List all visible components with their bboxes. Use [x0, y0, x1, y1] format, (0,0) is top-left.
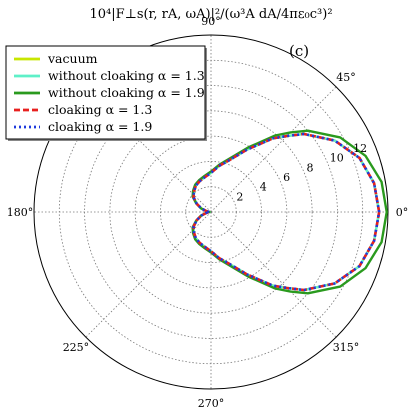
angle-tick-label: 0° — [396, 206, 409, 219]
legend-label: cloaking α = 1.3 — [48, 102, 152, 117]
grid-circle — [109, 110, 313, 314]
legend-label: without cloaking α = 1.3 — [48, 68, 205, 83]
angle-tick-label: 270° — [198, 397, 225, 409]
angle-tick-label: 180° — [7, 206, 34, 219]
legend: vacuum without cloaking α = 1.3 without cl… — [5, 45, 207, 141]
radial-tick-label: 6 — [283, 171, 290, 184]
grid-circle — [160, 161, 262, 263]
series-curves — [191, 129, 388, 295]
angle-tick-label: 225° — [63, 341, 90, 354]
legend-label: cloaking α = 1.9 — [48, 119, 152, 134]
radial-tick-label: 4 — [260, 181, 267, 194]
series-line — [192, 132, 381, 292]
chart-title: 10⁴|F⊥s(r, rA, ωA)|²/(ω³A dA/4πε₀c³)² — [89, 7, 332, 22]
legend-label: without cloaking α = 1.9 — [48, 85, 205, 100]
radial-tick-label: 2 — [236, 190, 243, 203]
grid-spoke — [210, 86, 337, 213]
polar-grid — [33, 34, 389, 390]
legend-label: vacuum — [47, 51, 98, 66]
angle-tick-label: 315° — [333, 341, 360, 354]
grid-spoke — [210, 211, 337, 338]
radial-tick-label: 10 — [330, 152, 344, 165]
series-line — [191, 129, 388, 295]
angle-tick-label: 45° — [336, 71, 356, 84]
radial-tick-label: 8 — [306, 161, 313, 174]
angle-tick-label: 90° — [201, 15, 221, 28]
outer-circle — [33, 34, 389, 390]
radial-tick-label: 12 — [353, 142, 367, 155]
grid-spoke — [85, 211, 212, 338]
panel-label: (c) — [289, 42, 309, 60]
